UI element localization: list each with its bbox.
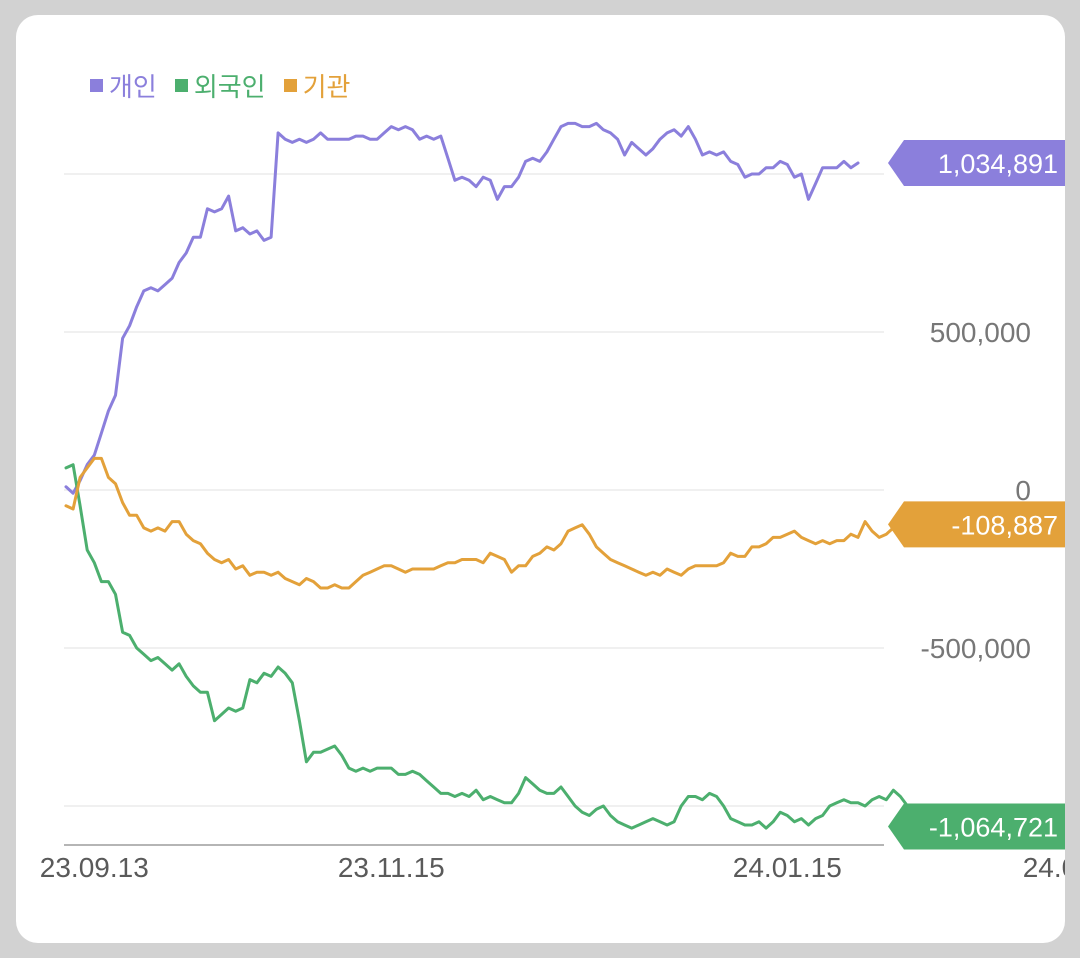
chart-card: 개인 외국인 기관 500,000 0 -500,000 23.09.13 23.11.…: [16, 15, 1065, 943]
legend-label-individual: 개인: [109, 72, 157, 102]
legend-swatch-foreign: [174, 79, 188, 92]
x-tick-label-3: 24.03.13: [1023, 852, 1065, 883]
last-value-label-foreign: -1,064,721: [929, 812, 1058, 842]
x-tick-label-1: 23.11.15: [338, 852, 445, 883]
series-line-foreign: [64, 463, 945, 830]
y-tick-label-0: 500,000: [930, 317, 1031, 348]
x-tick-label-2: 24.01.15: [733, 852, 842, 883]
legend-item-institution[interactable]: 기관: [283, 67, 351, 104]
last-value-badge-foreign: [888, 803, 1065, 850]
y-tick-label-2: -500,000: [920, 633, 1031, 664]
legend-label-foreign: 외국인: [193, 72, 266, 102]
legend-item-individual[interactable]: 개인: [90, 67, 157, 104]
series-line-individual: [64, 121, 860, 495]
x-tick-label-0: 23.09.13: [40, 852, 149, 883]
last-value-badge-individual: [888, 139, 1065, 186]
last-value-label-institution: -108,887: [951, 510, 1058, 540]
legend-item-foreign[interactable]: 외국인: [174, 67, 266, 104]
line-chart-plot: 500,000 0 -500,000 23.09.13 23.11.15 24.01.15…: [40, 121, 1065, 883]
chart-legend: 개인 외국인 기관: [90, 67, 350, 104]
y-tick-label-1: 0: [1015, 475, 1031, 506]
series-line-institution: [64, 456, 924, 590]
last-value-badge-institution: [888, 501, 1065, 548]
legend-label-institution: 기관: [302, 72, 351, 102]
last-value-label-individual: 1,034,891: [938, 149, 1058, 179]
legend-swatch-individual: [90, 79, 103, 92]
legend-swatch-institution: [283, 79, 297, 92]
